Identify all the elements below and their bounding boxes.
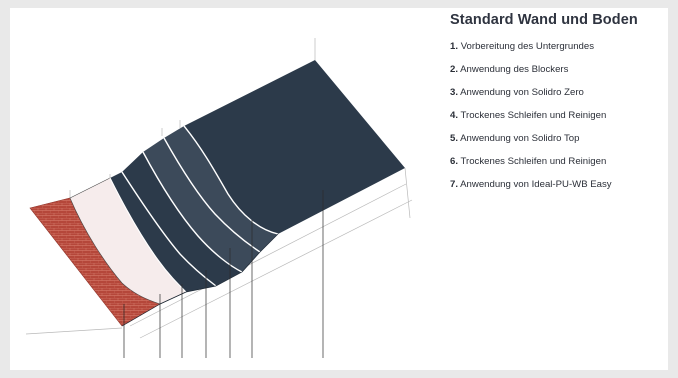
layer-4-sanding [122,152,242,286]
leader-lines [123,190,324,358]
legend-item-text: Anwendung von Solidro Zero [460,87,584,98]
legend-item-number: 2. [450,64,459,75]
legend-list: 1. Vorbereitung des Untergrundes 2. Anwe… [450,41,668,202]
legend-item-5: 5. Anwendung von Solidro Top [450,133,668,156]
legend-item-text: Vorbereitung des Untergrundes [460,41,595,52]
legend-item-number: 4. [450,110,459,121]
legend-item-number: 3. [450,87,459,98]
layer-7-top-coat [184,60,405,234]
legend-item-6: 6. Trockenes Schleifen und Reinigen [450,156,668,179]
legend-item-2: 2. Anwendung des Blockers [450,64,668,87]
legend-item-number: 6. [450,156,459,167]
diagram-frame: 1 2 3 4 5 6 7 Standard Wand und Boden 1.… [10,8,668,370]
layer-diagram: 1 2 3 4 5 6 7 [25,38,413,358]
layer-5-solidro-top [143,138,260,272]
legend-title: Standard Wand und Boden [450,12,638,28]
legend-item-number: 5. [450,133,459,144]
legend-item-text: Anwendung von Ideal-PU-WB Easy [460,179,612,190]
guide-lines [25,38,413,339]
legend-item-text: Trockenes Schleifen und Reinigen [460,110,607,121]
legend-item-number: 1. [450,41,459,52]
legend-item-1: 1. Vorbereitung des Untergrundes [450,41,668,64]
legend-item-7: 7. Anwendung von Ideal-PU-WB Easy [450,179,668,202]
layer-3-solidro-zero [110,172,216,292]
legend-item-text: Anwendung des Blockers [460,64,569,75]
legend-item-text: Trockenes Schleifen und Reinigen [460,156,607,167]
legend-item-3: 3. Anwendung von Solidro Zero [450,87,668,110]
layer-6-sanding [164,126,278,252]
legend-item-number: 7. [450,179,459,190]
legend: Standard Wand und Boden 1. Vorbereitung … [450,12,668,202]
legend-item-4: 4. Trockenes Schleifen und Reinigen [450,110,668,133]
legend-item-text: Anwendung von Solidro Top [460,133,580,144]
